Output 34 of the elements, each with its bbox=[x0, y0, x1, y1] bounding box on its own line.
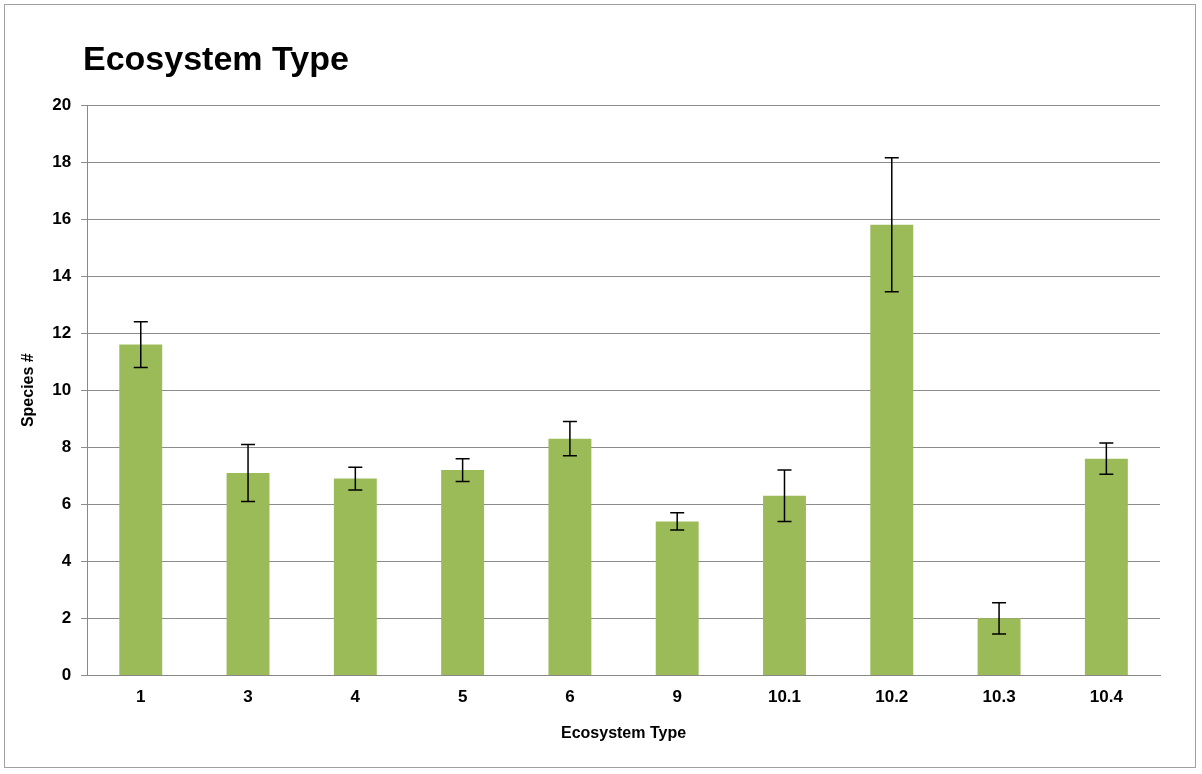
x-tick-label: 10.3 bbox=[982, 687, 1016, 707]
y-tick-label: 20 bbox=[52, 94, 72, 114]
x-tick-label: 4 bbox=[350, 687, 361, 707]
bar bbox=[1084, 458, 1128, 675]
bar bbox=[548, 438, 592, 675]
y-tick-label: 0 bbox=[61, 665, 72, 685]
bar bbox=[333, 478, 377, 675]
y-axis-title: Species # bbox=[19, 353, 37, 428]
x-tick-label: 10.4 bbox=[1089, 687, 1124, 707]
x-tick-label: 1 bbox=[136, 687, 146, 707]
y-tick-label: 14 bbox=[52, 265, 72, 285]
x-tick-label: 10.1 bbox=[767, 687, 802, 707]
bar bbox=[655, 521, 699, 675]
bar bbox=[763, 495, 806, 675]
bar bbox=[870, 224, 914, 675]
x-tick-label: 10.2 bbox=[875, 687, 909, 707]
x-tick-label: 6 bbox=[565, 687, 575, 707]
y-tick-label: 6 bbox=[61, 493, 72, 513]
bar bbox=[119, 344, 163, 675]
y-tick-label: 2 bbox=[61, 608, 72, 628]
y-tick-label: 4 bbox=[61, 551, 72, 571]
x-tick-label: 5 bbox=[457, 687, 468, 707]
x-tick-label: 9 bbox=[672, 687, 682, 707]
y-tick-label: 16 bbox=[52, 208, 72, 228]
y-tick-label: 18 bbox=[52, 151, 72, 171]
bar bbox=[441, 470, 485, 675]
bar bbox=[226, 472, 270, 675]
y-tick-label: 10 bbox=[52, 379, 72, 399]
y-tick-label: 12 bbox=[52, 322, 72, 342]
chart-title: Ecosystem Type bbox=[83, 39, 349, 78]
bar bbox=[977, 618, 1021, 675]
y-tick-label: 8 bbox=[61, 436, 72, 456]
x-axis-title: Ecosystem Type bbox=[561, 723, 687, 741]
x-tick-label: 3 bbox=[243, 687, 253, 707]
